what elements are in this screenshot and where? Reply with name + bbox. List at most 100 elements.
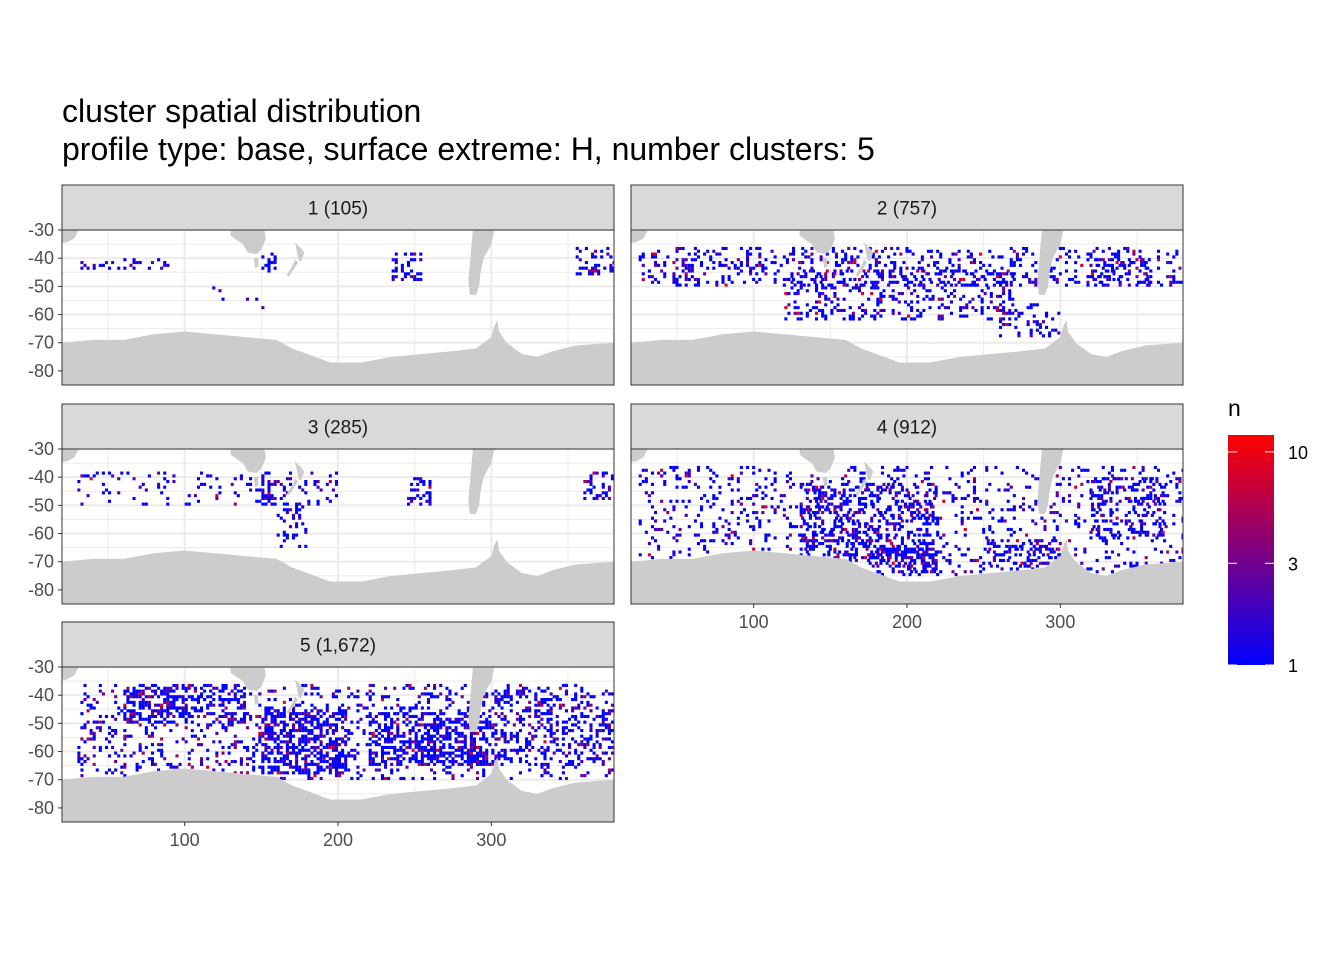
data-tile — [854, 539, 858, 543]
data-tile — [1022, 275, 1026, 279]
data-tile — [108, 731, 112, 735]
data-tile — [466, 760, 470, 764]
data-tile — [1104, 519, 1108, 523]
data-tile — [77, 745, 81, 750]
data-tile — [936, 573, 940, 577]
data-tile — [564, 720, 568, 724]
data-tile — [233, 740, 237, 744]
data-tile — [936, 530, 940, 534]
data-tile — [430, 695, 434, 699]
data-tile — [584, 261, 588, 265]
data-tile — [1169, 280, 1173, 284]
data-tile — [466, 709, 470, 713]
data-tile — [334, 717, 338, 721]
data-tile — [356, 720, 360, 724]
data-tile — [83, 692, 87, 696]
data-tile — [258, 726, 262, 730]
data-tile — [408, 720, 412, 724]
data-tile — [264, 706, 268, 710]
data-tile — [700, 539, 704, 543]
data-tile — [841, 527, 845, 532]
data-tile — [1103, 488, 1107, 492]
data-tile — [190, 748, 194, 752]
data-tile — [1143, 513, 1147, 517]
data-tile — [911, 494, 915, 498]
data-tile — [1110, 533, 1114, 537]
data-tile — [384, 726, 388, 730]
data-tile — [595, 740, 599, 744]
data-tile — [949, 283, 953, 287]
data-tile — [824, 294, 828, 298]
data-tile — [500, 698, 504, 702]
data-tile — [937, 314, 941, 318]
data-tile — [793, 311, 797, 315]
data-tile — [897, 516, 901, 520]
data-tile — [172, 474, 176, 478]
data-tile — [144, 488, 148, 492]
data-tile — [1064, 519, 1068, 523]
data-tile — [657, 249, 661, 253]
data-tile — [264, 748, 268, 752]
data-tile — [126, 717, 130, 721]
data-tile — [788, 471, 792, 475]
data-tile — [509, 695, 513, 699]
data-tile — [1132, 252, 1136, 256]
data-tile — [925, 544, 929, 548]
data-tile — [518, 695, 522, 699]
data-tile — [246, 771, 250, 775]
data-tile — [310, 686, 314, 690]
data-tile — [111, 689, 115, 693]
data-tile — [298, 508, 302, 512]
data-tile — [879, 561, 883, 565]
data-tile — [571, 698, 575, 702]
data-tile — [870, 550, 874, 554]
data-tile — [328, 768, 332, 772]
data-tile — [298, 720, 302, 724]
data-tile — [853, 465, 857, 470]
data-tile — [861, 275, 865, 279]
data-tile — [522, 709, 526, 713]
data-tile — [89, 703, 93, 707]
data-tile — [891, 297, 895, 301]
data-tile — [891, 516, 895, 520]
data-tile — [525, 740, 529, 744]
data-tile — [903, 553, 907, 557]
chart-title-block: cluster spatial distribution profile typ… — [62, 92, 875, 168]
data-tile — [282, 533, 286, 537]
data-tile — [138, 765, 142, 769]
data-tile — [836, 539, 840, 543]
data-tile — [267, 494, 271, 498]
data-tile — [525, 754, 529, 758]
data-tile — [979, 570, 983, 574]
data-tile — [310, 720, 314, 724]
data-tile — [276, 712, 280, 716]
data-tile — [368, 695, 372, 699]
data-tile — [684, 471, 688, 475]
data-tile — [414, 757, 418, 761]
data-tile — [1112, 536, 1116, 540]
data-tile — [451, 751, 455, 755]
data-tile — [1014, 325, 1018, 329]
data-tile — [943, 283, 947, 287]
data-tile — [221, 686, 225, 690]
data-tile — [144, 729, 148, 733]
data-tile — [276, 723, 280, 727]
data-tile — [894, 499, 898, 503]
data-tile — [285, 477, 289, 481]
data-tile — [957, 485, 961, 489]
data-tile — [864, 496, 868, 501]
data-tile — [891, 485, 895, 489]
data-tile — [999, 334, 1003, 338]
data-tile — [1097, 263, 1101, 267]
data-tile — [426, 754, 430, 758]
data-tile — [150, 712, 154, 716]
data-tile — [380, 734, 384, 738]
data-tile — [310, 692, 314, 696]
data-tile — [890, 261, 894, 265]
data-tile — [678, 246, 682, 251]
data-tile — [790, 286, 794, 290]
data-tile — [1127, 496, 1131, 501]
data-tile — [808, 269, 812, 273]
data-tile — [414, 751, 418, 755]
data-tile — [423, 754, 427, 758]
